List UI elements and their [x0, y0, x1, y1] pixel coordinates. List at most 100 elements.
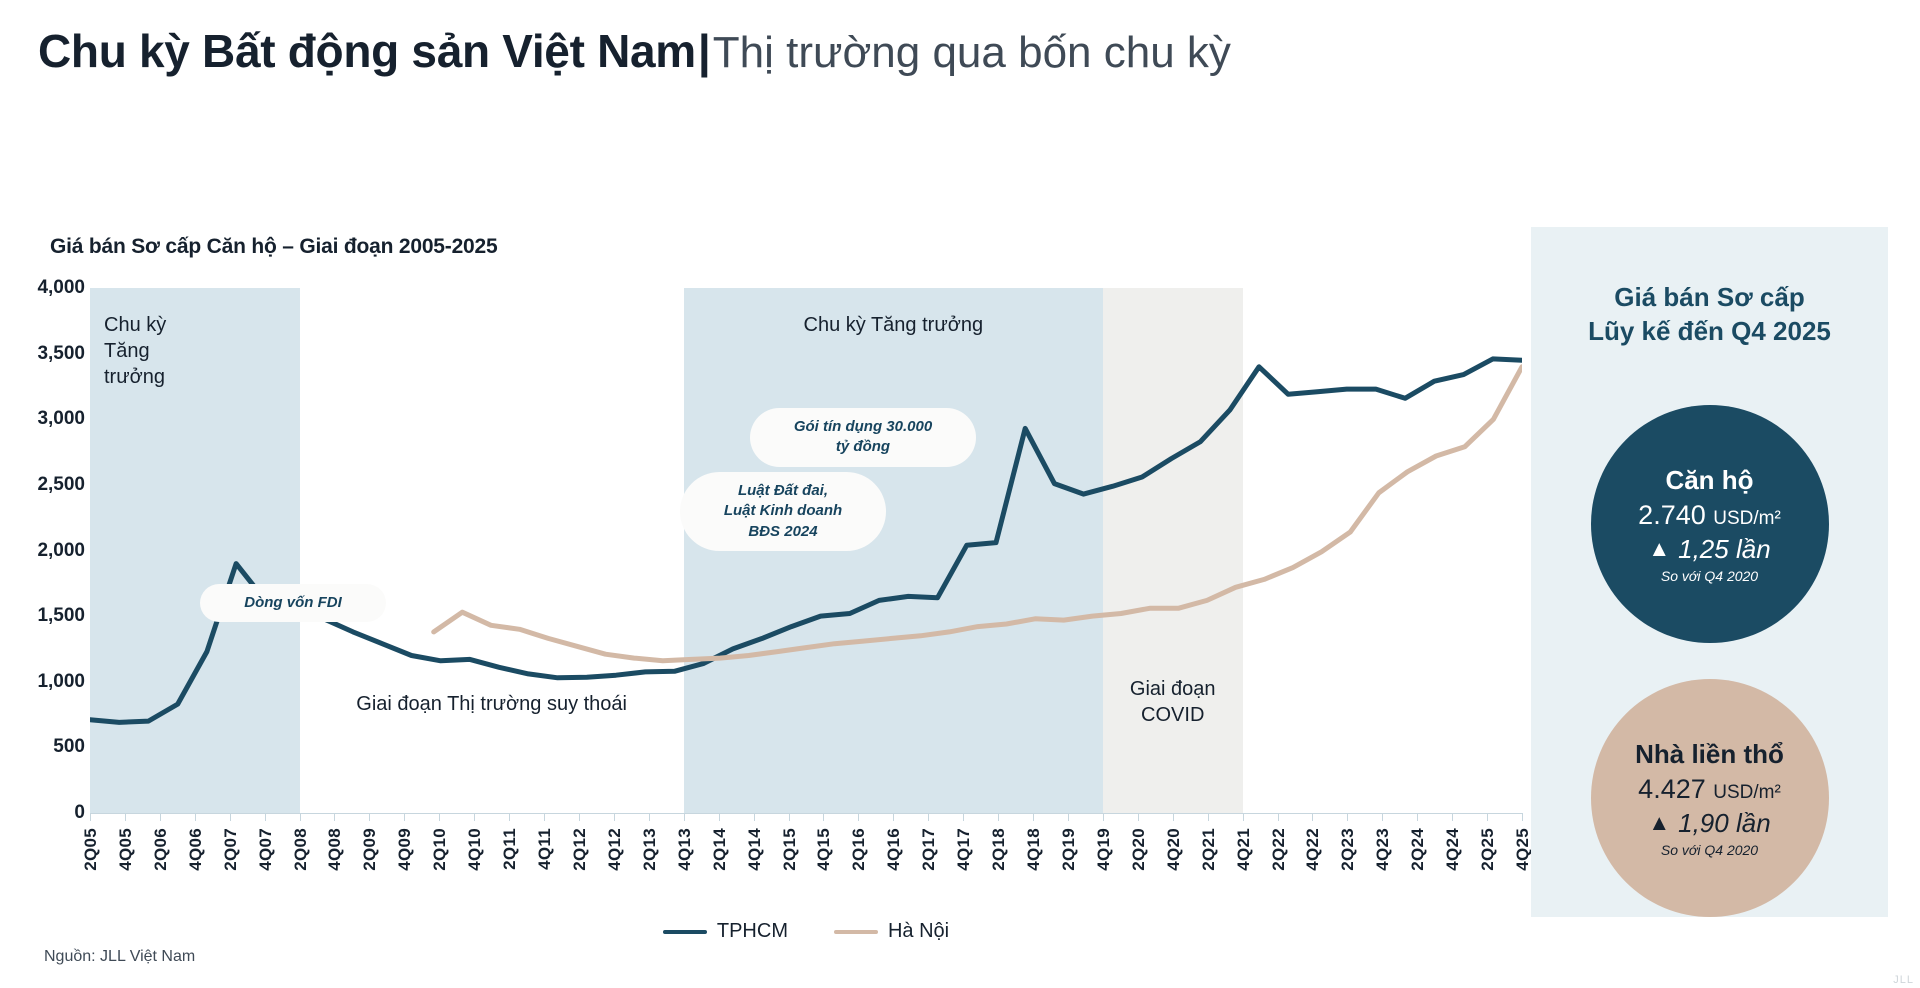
x-axis-tick-label: 2Q08: [290, 828, 310, 871]
x-axis-tick-label: 4Q07: [255, 828, 275, 871]
legend-swatch-icon: [833, 929, 878, 934]
x-axis-tick: [334, 813, 336, 821]
x-axis-tick-label: 2Q16: [849, 828, 869, 871]
x-axis-tick: [648, 813, 650, 821]
y-axis-tick-label: 2,500: [37, 473, 85, 495]
x-axis-tick: [858, 813, 860, 821]
x-axis-tick-label: 2Q20: [1128, 828, 1148, 871]
summary-card-number: 4.427: [1638, 773, 1706, 804]
y-axis-tick-label: 2,000: [37, 539, 85, 561]
chart-band-label-covid: Giai đoạn COVID: [1129, 678, 1216, 726]
summary-card-multiple: 1,25 lần: [1678, 533, 1771, 564]
source-note: Nguồn: JLL Việt Nam: [44, 948, 196, 965]
x-axis-tick: [299, 813, 301, 821]
x-axis-tick: [194, 813, 196, 821]
corner-watermark: JLL: [1893, 974, 1914, 986]
chart-band-label-cycle-growth-1: Chu kỳ Tăng trưởng: [104, 314, 167, 388]
chart-plot-area: Chu kỳ Tăng trưởng Chu kỳ Tăng trưởng Giai…: [37, 277, 1532, 942]
x-axis-tick: [963, 813, 965, 821]
x-axis-tick: [404, 813, 406, 821]
summary-card-number: 2.740: [1638, 499, 1706, 530]
x-axis-tick-label: 2Q15: [779, 828, 799, 871]
x-axis-tick: [1522, 813, 1523, 821]
x-axis-tick: [753, 813, 755, 821]
x-axis-tick: [544, 813, 546, 821]
x-axis-tick-label: 4Q25: [1513, 828, 1532, 871]
triangle-up-icon: ▲: [1648, 810, 1671, 835]
summary-card-name: Nhà liền thổ: [1635, 738, 1784, 769]
summary-card-note: So với Q4 2020: [1660, 841, 1759, 858]
x-axis-tick: [509, 813, 511, 821]
x-axis-tick-label: 4Q13: [674, 828, 694, 871]
x-axis-tick-label: 2Q23: [1338, 828, 1358, 871]
x-axis-tick: [264, 813, 266, 821]
x-axis-tick: [613, 813, 615, 821]
page-title-divider: |: [697, 25, 711, 77]
x-axis-tick: [1033, 813, 1035, 821]
x-axis-tick: [1067, 813, 1069, 821]
x-axis-tick: [893, 813, 895, 821]
x-axis-tick-label: 4Q22: [1303, 828, 1323, 871]
page-title-light: Thị trường qua bốn chu kỳ: [712, 28, 1231, 77]
x-axis-tick-label: 2Q05: [81, 828, 100, 871]
x-axis-tick: [1347, 813, 1349, 821]
legend-label: TPHCM: [716, 920, 788, 942]
summary-panel: Giá bán Sơ cấp Lũy kế đến Q4 2025 Căn hộ…: [1531, 227, 1888, 917]
summary-card-delta: ▲ 1,90 lần: [1648, 808, 1770, 839]
x-axis-tick: [718, 813, 720, 821]
y-axis-tick-label: 0: [74, 802, 85, 823]
x-axis-tick: [124, 813, 126, 821]
x-axis-tick-label: 4Q05: [115, 828, 135, 871]
x-axis-tick-label: 4Q18: [1024, 828, 1044, 871]
x-axis-tick-label: 4Q15: [814, 828, 834, 871]
x-axis-tick-label: 2Q14: [709, 828, 729, 871]
x-axis-tick: [439, 813, 441, 821]
x-axis-tick: [1207, 813, 1209, 821]
x-axis-tick: [1382, 813, 1384, 821]
x-axis-tick: [159, 813, 161, 821]
x-axis-tick-label: 2Q13: [639, 828, 659, 871]
legend-item-tphcm[interactable]: TPHCM: [662, 920, 788, 943]
x-axis-tick: [229, 813, 231, 821]
y-axis-tick-label: 3,500: [37, 342, 85, 364]
x-axis-tick-label: 2Q17: [919, 828, 939, 871]
x-axis-tick-label: 4Q21: [1233, 828, 1253, 871]
summary-panel-title: Giá bán Sơ cấp Lũy kế đến Q4 2025: [1588, 282, 1831, 347]
x-axis-tick-label: 4Q11: [535, 828, 555, 870]
x-axis-tick-label: 2Q24: [1408, 828, 1428, 871]
x-axis-tick-label: 2Q12: [569, 828, 589, 871]
summary-card-unit: USD/m²: [1713, 507, 1781, 529]
x-axis-tick: [1172, 813, 1174, 821]
chart-canvas: Chu kỳ Tăng trưởng Chu kỳ Tăng trưởng Giai…: [90, 288, 1522, 813]
x-axis-tick-label: 2Q06: [150, 828, 170, 871]
chart-legend: TPHCM Hà Nội: [90, 920, 1522, 943]
chart-line-hà-nội: [431, 364, 1522, 664]
x-axis-tick-label: 4Q08: [325, 828, 345, 871]
x-axis-tick: [578, 813, 580, 821]
legend-label: Hà Nội: [887, 920, 950, 942]
x-axis-tick: [823, 813, 825, 821]
x-axis-tick: [1487, 813, 1489, 821]
x-axis-tick-label: 4Q06: [185, 828, 205, 871]
summary-card-name: Căn hộ: [1665, 464, 1754, 495]
page-title-bold: Chu kỳ Bất động sản Việt Nam: [38, 25, 696, 77]
x-axis-tick: [1452, 813, 1454, 821]
x-axis-tick-label: 4Q12: [604, 828, 624, 871]
x-axis-tick-label: 2Q18: [989, 828, 1009, 871]
x-axis-tick: [474, 813, 476, 821]
x-axis-tick-label: 4Q09: [395, 828, 415, 871]
x-axis-tick: [683, 813, 685, 821]
x-axis-tick: [369, 813, 371, 821]
y-axis-tick-label: 3,000: [37, 408, 85, 430]
x-axis-tick-label: 4Q14: [744, 828, 764, 871]
x-axis-tick-label: 2Q22: [1268, 828, 1288, 871]
summary-card-note: So với Q4 2020: [1660, 567, 1759, 584]
chart-annotation-fdi: Dòng vốn FDI: [200, 584, 386, 623]
x-axis-tick-label: 2Q19: [1058, 828, 1078, 871]
legend-item-hà-nội[interactable]: Hà Nội: [833, 920, 950, 943]
summary-card-can-ho: Căn hộ 2.740 USD/m² ▲ 1,25 lần So với Q4…: [1590, 405, 1829, 643]
x-axis-tick-label: 4Q23: [1373, 828, 1393, 871]
x-axis-tick-label: 2Q07: [220, 828, 240, 871]
x-axis-tick-label: 2Q10: [430, 828, 450, 871]
